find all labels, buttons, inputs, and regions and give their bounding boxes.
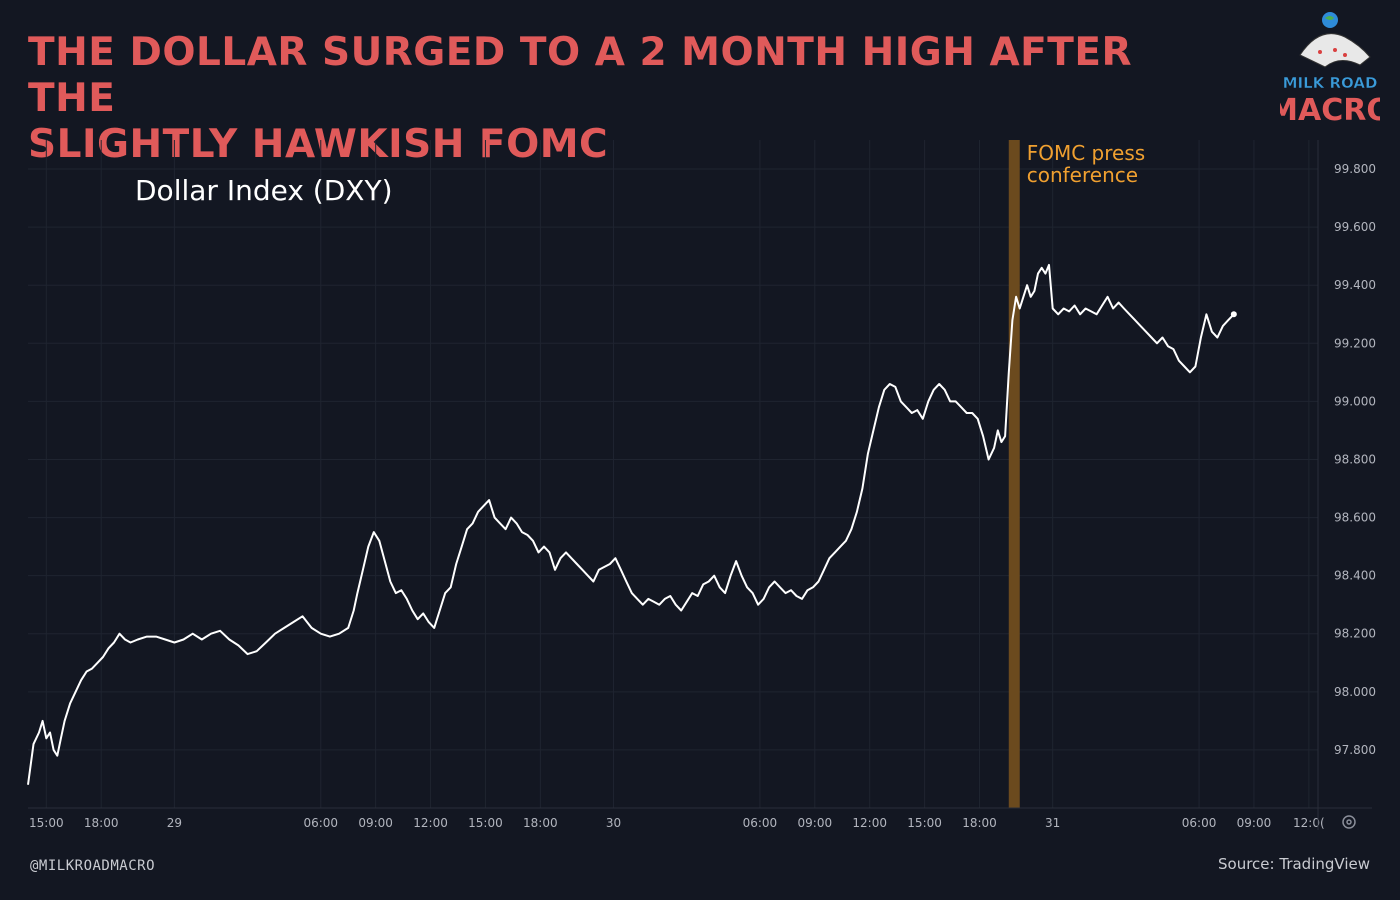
y-tick-label: 99.000: [1334, 394, 1376, 408]
x-tick-label: 31: [1045, 816, 1060, 830]
x-tick-label: 18:00: [962, 816, 997, 830]
y-tick-label: 98.000: [1334, 685, 1376, 699]
y-tick-label: 97.800: [1334, 743, 1376, 757]
y-tick-label: 99.600: [1334, 220, 1376, 234]
x-tick-label: 15:00: [468, 816, 503, 830]
x-tick-label: 18:00: [84, 816, 119, 830]
y-tick-label: 98.400: [1334, 569, 1376, 583]
chart-title: Dollar Index (DXY): [135, 174, 393, 207]
x-tick-label: 09:00: [358, 816, 393, 830]
x-tick-label: 09:00: [798, 816, 833, 830]
x-tick-label: 12:00: [413, 816, 448, 830]
grid: [28, 140, 1318, 808]
headline-line-2: SLIGHTLY HAWKISH FOMC: [28, 122, 609, 167]
headline: THE DOLLAR SURGED TO A 2 MONTH HIGH AFTE…: [28, 30, 1148, 168]
x-tick-label: 06:00: [743, 816, 778, 830]
x-tick-label: 06:00: [303, 816, 338, 830]
gear-icon[interactable]: [1342, 815, 1356, 829]
fomc-annotation-line-2: conference: [1027, 163, 1138, 187]
x-tick-label: 15:00: [907, 816, 942, 830]
x-tick-label: 06:00: [1182, 816, 1217, 830]
x-tick-label: 09:00: [1237, 816, 1272, 830]
series-end-marker: [1230, 311, 1237, 318]
y-tick-label: 99.800: [1334, 162, 1376, 176]
y-tick-label: 99.200: [1334, 336, 1376, 350]
fomc-highlight-band: [1008, 140, 1020, 808]
source-credit: Source: TradingView: [1218, 855, 1370, 873]
milk-road-macro-logo: MILK ROAD MACRO: [1280, 12, 1380, 128]
y-tick-label: 98.600: [1334, 511, 1376, 525]
y-tick-label: 99.400: [1334, 278, 1376, 292]
logo-text-top: MILK ROAD: [1283, 74, 1378, 92]
x-tick-label: 30: [606, 816, 621, 830]
axes: 97.800 98.000 98.200 98.400 98.600 98.800 99.0…: [28, 140, 1376, 830]
logo-text-bottom: MACRO: [1280, 93, 1380, 128]
y-tick-label: 98.800: [1334, 452, 1376, 466]
x-tick-label: 29: [167, 816, 182, 830]
x-tick-label: 15:00: [29, 816, 64, 830]
social-handle: @MILKROADMACRO: [30, 858, 156, 874]
x-tick-label: 12:0(: [1293, 816, 1325, 830]
x-tick-label: 12:00: [852, 816, 887, 830]
x-tick-label: 18:00: [523, 816, 558, 830]
headline-line-1: THE DOLLAR SURGED TO A 2 MONTH HIGH AFTE…: [28, 30, 1133, 121]
y-tick-label: 98.200: [1334, 627, 1376, 641]
fomc-annotation-line-1: FOMC press: [1027, 141, 1145, 165]
dxy-series-line: [27, 263, 1235, 785]
